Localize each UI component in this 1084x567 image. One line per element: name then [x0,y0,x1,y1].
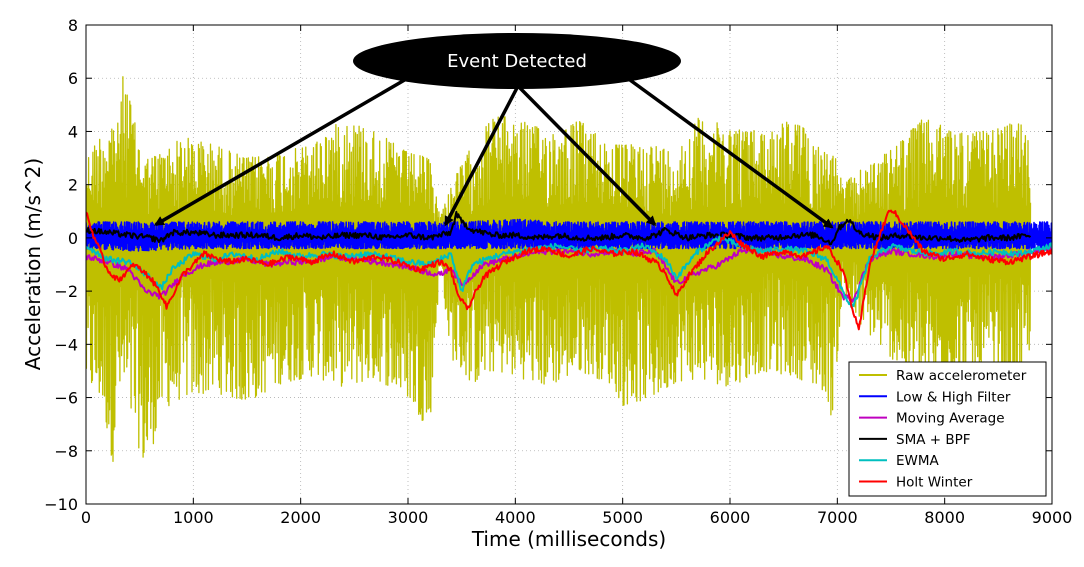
series-sma-bpf [86,210,1032,246]
x-tick-label: 6000 [710,508,751,527]
legend-label: Raw accelerometer [896,368,1027,384]
y-tick-label: 6 [68,69,78,88]
legend-label: Low & High Filter [896,389,1011,405]
y-tick-label: 4 [68,122,78,141]
event-arrow [444,85,520,227]
event-arrow [154,76,409,227]
x-axis: 0 1000 2000 3000 4000 5000 6000 7000 8000 9000 [81,25,1072,527]
x-tick-label: 4000 [495,508,536,527]
legend-label: Holt Winter [896,475,973,491]
series-layer [86,76,1052,463]
x-tick-label: 9000 [1032,508,1073,527]
y-tick-label: −2 [54,282,78,301]
y-tick-label: −8 [54,442,78,461]
y-tick-label: 8 [68,16,78,35]
plot-frame [85,24,1053,505]
y-tick-label: 2 [68,176,78,195]
event-arrow [628,78,834,229]
event-arrow [516,84,657,227]
x-axis-title: Time (milliseconds) [471,527,666,551]
y-axis: −10 −8 −6 −4 −2 0 2 4 6 8 [44,16,1052,514]
y-tick-label: −4 [54,335,78,354]
event-callout-label: Event Detected [447,51,587,72]
x-tick-label: 1000 [173,508,214,527]
y-tick-label: 0 [68,229,78,248]
y-tick-label: −10 [44,495,78,514]
x-tick-label: 2000 [280,508,321,527]
x-tick-label: 3000 [388,508,429,527]
series-holt-winter [86,209,1052,331]
x-tick-label: 8000 [924,508,965,527]
y-axis-title: Acceleration (m/s^2) [21,158,45,370]
legend-label: SMA + BPF [896,432,971,448]
x-tick-label: 5000 [602,508,643,527]
legend: Raw accelerometer Low & High Filter Moving… [848,361,1047,497]
legend-label: EWMA [896,453,940,469]
y-tick-label: −6 [54,389,78,408]
event-callout [353,33,681,89]
x-tick-label: 0 [81,508,91,527]
annotation: Event Detected [154,33,834,229]
x-tick-label: 7000 [817,508,858,527]
legend-label: Moving Average [896,411,1005,427]
legend-box [848,361,1047,497]
